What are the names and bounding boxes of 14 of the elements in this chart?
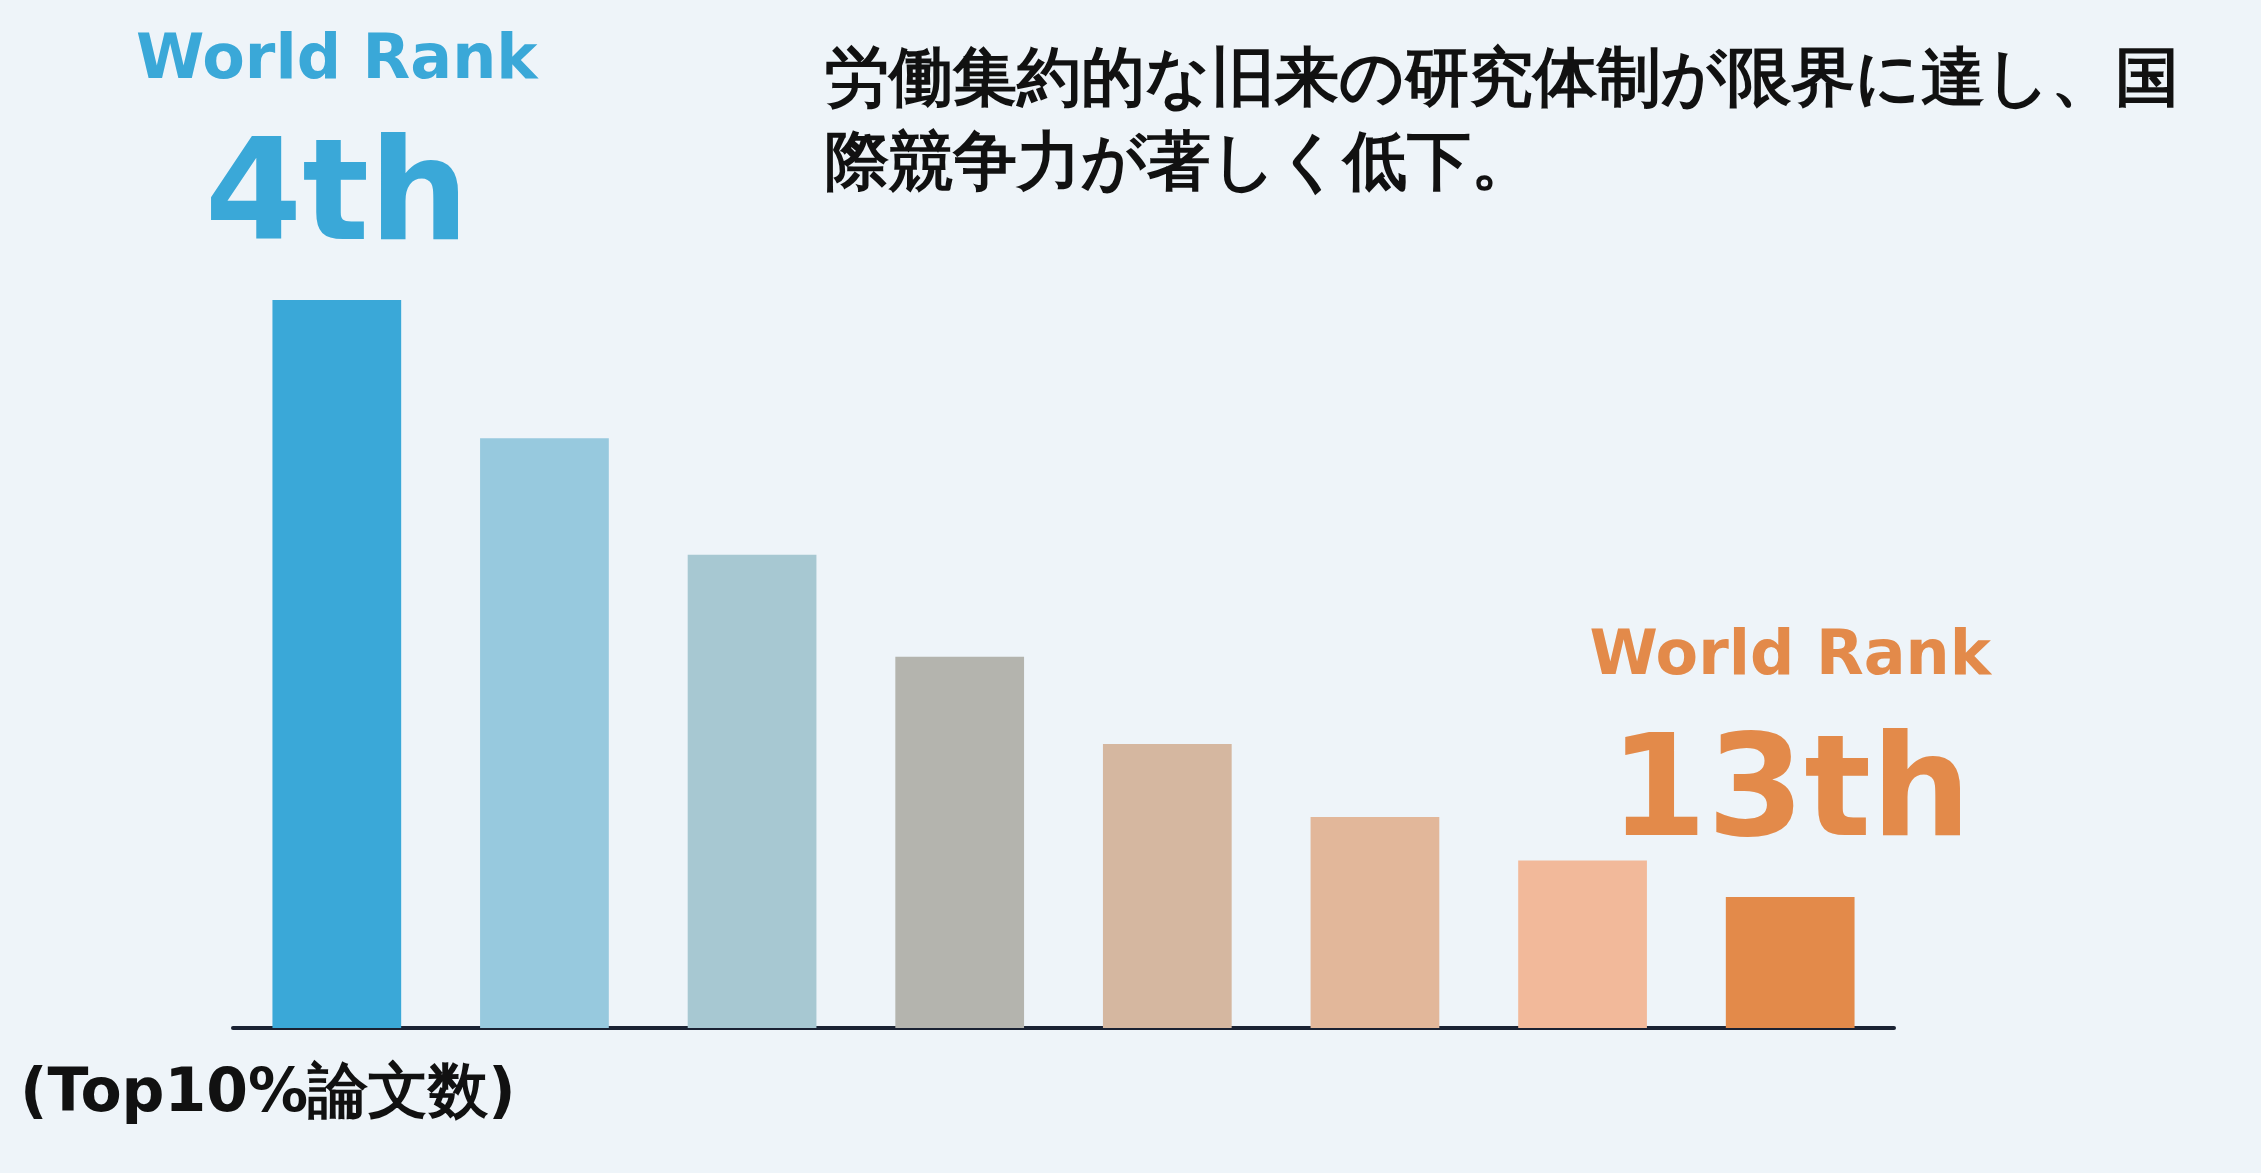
text: World Rank [136, 19, 540, 93]
bar [272, 300, 402, 1028]
bar [480, 438, 609, 1028]
annotation: 13th [1609, 705, 1971, 869]
chart-title: 労働集約的な旧来の研究体制が限界に達し、国際競争力が著しく低下。 [825, 40, 2179, 198]
bar [687, 554, 817, 1028]
annotation: World Rank [1589, 616, 1993, 690]
text: 4th [204, 108, 469, 272]
x-axis-title: (Top10%論文数) [20, 1055, 516, 1125]
bar [1725, 896, 1855, 1028]
bar [1102, 744, 1232, 1028]
bar [1310, 816, 1440, 1028]
bar [1518, 860, 1647, 1028]
bar [895, 656, 1025, 1028]
